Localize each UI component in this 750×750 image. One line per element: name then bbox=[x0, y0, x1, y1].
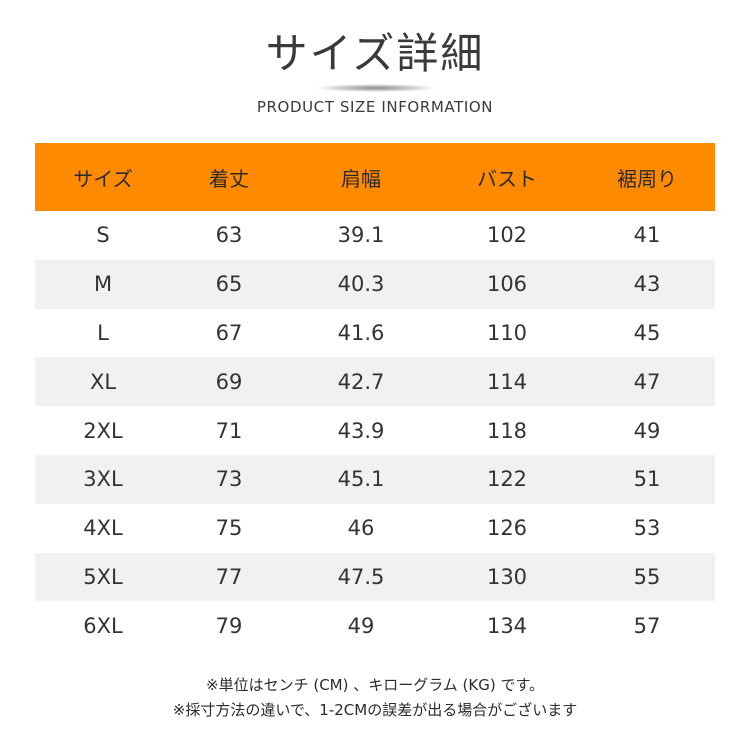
size-cell: 4XL bbox=[83, 516, 123, 541]
shoulder-cell: 42.7 bbox=[287, 357, 435, 407]
length-cell: 77 bbox=[171, 552, 287, 602]
size-cell: 6XL bbox=[83, 613, 123, 638]
bust-cell: 106 bbox=[435, 259, 579, 309]
bust-cell: 118 bbox=[486, 418, 528, 443]
shoulder-cell: 47.5 bbox=[287, 552, 435, 602]
bust-cell: 110 bbox=[486, 320, 528, 345]
unit-note: ※単位はセンチ (CM) 、キローグラム (KG) です。 bbox=[206, 676, 544, 694]
bust-cell: 126 bbox=[486, 516, 528, 541]
hem-cell: 47 bbox=[579, 357, 715, 407]
length-cell: 73 bbox=[171, 454, 287, 504]
table-row: 6XL 79 49 134 57 bbox=[35, 601, 715, 650]
table-row: 5XL 77 47.5 130 55 bbox=[35, 552, 715, 602]
measurement-tolerance-note: ※採寸方法の違いで、1-2CMの誤差が出る場合がございます bbox=[172, 701, 578, 719]
column-header-hem: 裾周り bbox=[579, 143, 715, 211]
table-row: XL 69 42.7 114 47 bbox=[35, 357, 715, 407]
title-shadow-decoration bbox=[316, 84, 436, 92]
shoulder-cell: 43.9 bbox=[337, 418, 385, 443]
shoulder-cell: 46 bbox=[347, 516, 375, 541]
table-row: M 65 40.3 106 43 bbox=[35, 259, 715, 309]
page-title: サイズ詳細 bbox=[265, 29, 485, 78]
table-row: 4XL 75 46 126 53 bbox=[35, 504, 715, 553]
size-table-header: サイズ 着丈 肩幅 バスト 裾周り bbox=[35, 143, 715, 211]
length-cell: 67 bbox=[215, 320, 243, 345]
shoulder-cell: 45.1 bbox=[287, 454, 435, 504]
page-subtitle: PRODUCT SIZE INFORMATION bbox=[256, 98, 494, 116]
shoulder-cell: 39.1 bbox=[337, 223, 385, 248]
size-table: サイズ 着丈 肩幅 バスト 裾周り S 63 39.1 102 41 M 65 … bbox=[35, 143, 715, 650]
shoulder-cell: 41.6 bbox=[337, 320, 385, 345]
shoulder-cell: 49 bbox=[347, 613, 375, 638]
hem-cell: 45 bbox=[633, 320, 661, 345]
bust-cell: 122 bbox=[435, 454, 579, 504]
bust-cell: 114 bbox=[435, 357, 579, 407]
hem-cell: 49 bbox=[633, 418, 661, 443]
length-cell: 63 bbox=[215, 223, 243, 248]
hem-cell: 57 bbox=[633, 613, 661, 638]
shoulder-cell: 40.3 bbox=[287, 259, 435, 309]
length-cell: 75 bbox=[215, 516, 243, 541]
length-cell: 71 bbox=[215, 418, 243, 443]
table-row: 2XL 71 43.9 118 49 bbox=[35, 406, 715, 455]
table-row: 3XL 73 45.1 122 51 bbox=[35, 454, 715, 504]
size-cell: M bbox=[35, 259, 171, 309]
column-header-length: 着丈 bbox=[171, 143, 287, 211]
hem-cell: 55 bbox=[579, 552, 715, 602]
table-row: S 63 39.1 102 41 bbox=[35, 211, 715, 260]
header-row: サイズ 着丈 肩幅 バスト 裾周り bbox=[35, 143, 715, 211]
table-row: L 67 41.6 110 45 bbox=[35, 309, 715, 358]
size-cell: 5XL bbox=[35, 552, 171, 602]
length-cell: 69 bbox=[171, 357, 287, 407]
size-cell: 3XL bbox=[35, 454, 171, 504]
size-cell: 2XL bbox=[83, 418, 123, 443]
bust-cell: 134 bbox=[486, 613, 528, 638]
hem-cell: 51 bbox=[579, 454, 715, 504]
column-header-shoulder: 肩幅 bbox=[287, 143, 435, 211]
hem-cell: 41 bbox=[633, 223, 661, 248]
hem-cell: 43 bbox=[579, 259, 715, 309]
column-header-size: サイズ bbox=[35, 143, 171, 211]
size-cell: S bbox=[96, 223, 110, 248]
column-header-bust: バスト bbox=[435, 143, 579, 211]
length-cell: 79 bbox=[215, 613, 243, 638]
bust-cell: 102 bbox=[486, 223, 528, 248]
size-cell: XL bbox=[35, 357, 171, 407]
hem-cell: 53 bbox=[633, 516, 661, 541]
length-cell: 65 bbox=[171, 259, 287, 309]
size-cell: L bbox=[97, 320, 109, 345]
size-table-body: S 63 39.1 102 41 M 65 40.3 106 43 L 67 4… bbox=[35, 211, 715, 650]
bust-cell: 130 bbox=[435, 552, 579, 602]
